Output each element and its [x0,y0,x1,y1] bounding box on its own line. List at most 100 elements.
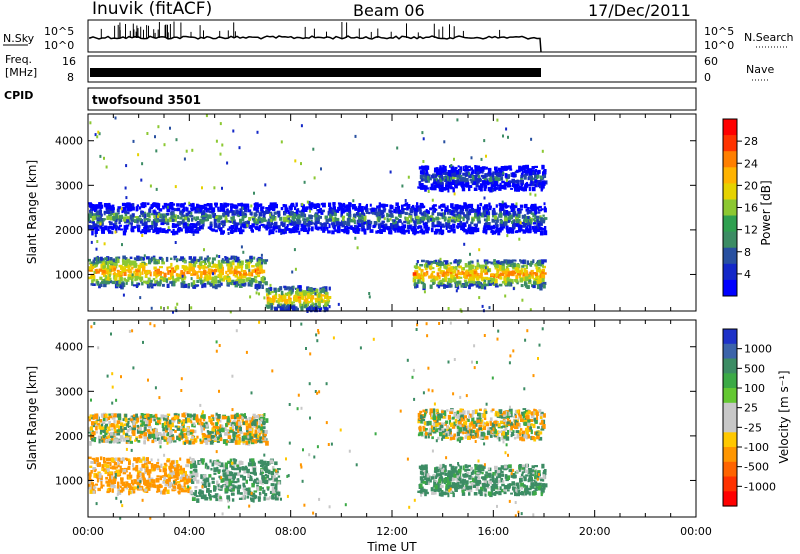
freq-unit-label: [MHz] [5,66,37,79]
data-cell [317,292,321,298]
data-cell [256,486,260,492]
data-cell [382,225,387,230]
data-cell [201,186,203,190]
data-cell [310,299,313,303]
data-cell [343,205,347,208]
data-cell [287,306,292,311]
data-cell [159,469,162,473]
data-cell [470,171,474,175]
data-cell [441,230,444,236]
data-cell [358,215,362,220]
data-cell [519,270,522,275]
data-cell [226,275,231,279]
data-cell [94,269,98,274]
data-cell [203,265,206,268]
data-cell [436,264,440,267]
data-cell [470,179,474,184]
data-cell [136,216,140,221]
data-cell [522,165,525,168]
data-cell [352,204,356,207]
data-cell [382,228,386,233]
data-cell [486,225,491,229]
data-cell [424,222,427,226]
data-cell [138,257,141,260]
data-cell [88,486,93,490]
data-cell [529,262,532,266]
data-cell [540,259,545,265]
data-cell [470,208,474,212]
data-cell [206,489,210,493]
data-cell [188,268,191,274]
data-cell [101,464,105,469]
data-cell [174,185,177,189]
data-cell [203,276,206,281]
data-cell [319,290,322,295]
data-cell [509,205,514,209]
data-cell [253,191,255,195]
data-cell [95,226,99,229]
data-cell [250,494,254,497]
data-cell [236,222,240,226]
data-cell [150,465,155,470]
data-cell [523,267,527,273]
data-cell [228,476,233,479]
data-cell [209,269,212,274]
data-cell [169,281,173,284]
data-cell [162,488,167,491]
data-cell [203,478,207,484]
data-cell [305,206,309,210]
data-cell [375,208,378,212]
data-cell [241,260,244,266]
data-cell [491,230,494,235]
data-cell [146,457,149,462]
data-cell [204,218,208,222]
data-cell [420,203,424,209]
data-cell [192,232,195,236]
data-cell [529,308,532,312]
data-cell [476,281,481,286]
data-cell [122,261,125,266]
data-cell [320,294,325,297]
data-cell [424,167,428,171]
data-cell [132,139,135,143]
data-cell [382,203,386,209]
data-cell [180,213,183,216]
data-cell [334,216,337,221]
data-cell [174,241,177,244]
data-cell [537,260,542,265]
data-cell [468,173,472,176]
data-cell [439,282,443,286]
data-cell [283,228,286,232]
data-cell [238,468,241,473]
data-cell [524,273,528,278]
data-cell [188,263,192,268]
data-cell [150,458,153,462]
data-cell [260,464,264,467]
data-cell [154,465,159,469]
data-cell [126,258,131,264]
data-cell [539,222,543,226]
data-cell [183,216,188,221]
data-cell [507,135,509,139]
data-cell [407,230,410,234]
data-cell [140,257,143,261]
data-cell [542,284,546,289]
data-cell [155,221,158,226]
data-cell [522,224,526,228]
data-cell [528,228,532,233]
data-cell [201,212,204,217]
data-cell [321,209,325,213]
data-cell [165,213,170,216]
data-cell [242,494,245,498]
data-cell [427,218,430,223]
data-cell [224,256,227,261]
data-cell [89,465,93,468]
data-cell [336,209,340,213]
data-cell [439,271,443,275]
data-cell [270,305,273,310]
freq-tick-high: 16 [62,55,76,68]
data-cell [166,458,171,461]
data-cell [333,209,337,214]
data-cell [407,175,410,179]
data-cell [417,186,422,189]
